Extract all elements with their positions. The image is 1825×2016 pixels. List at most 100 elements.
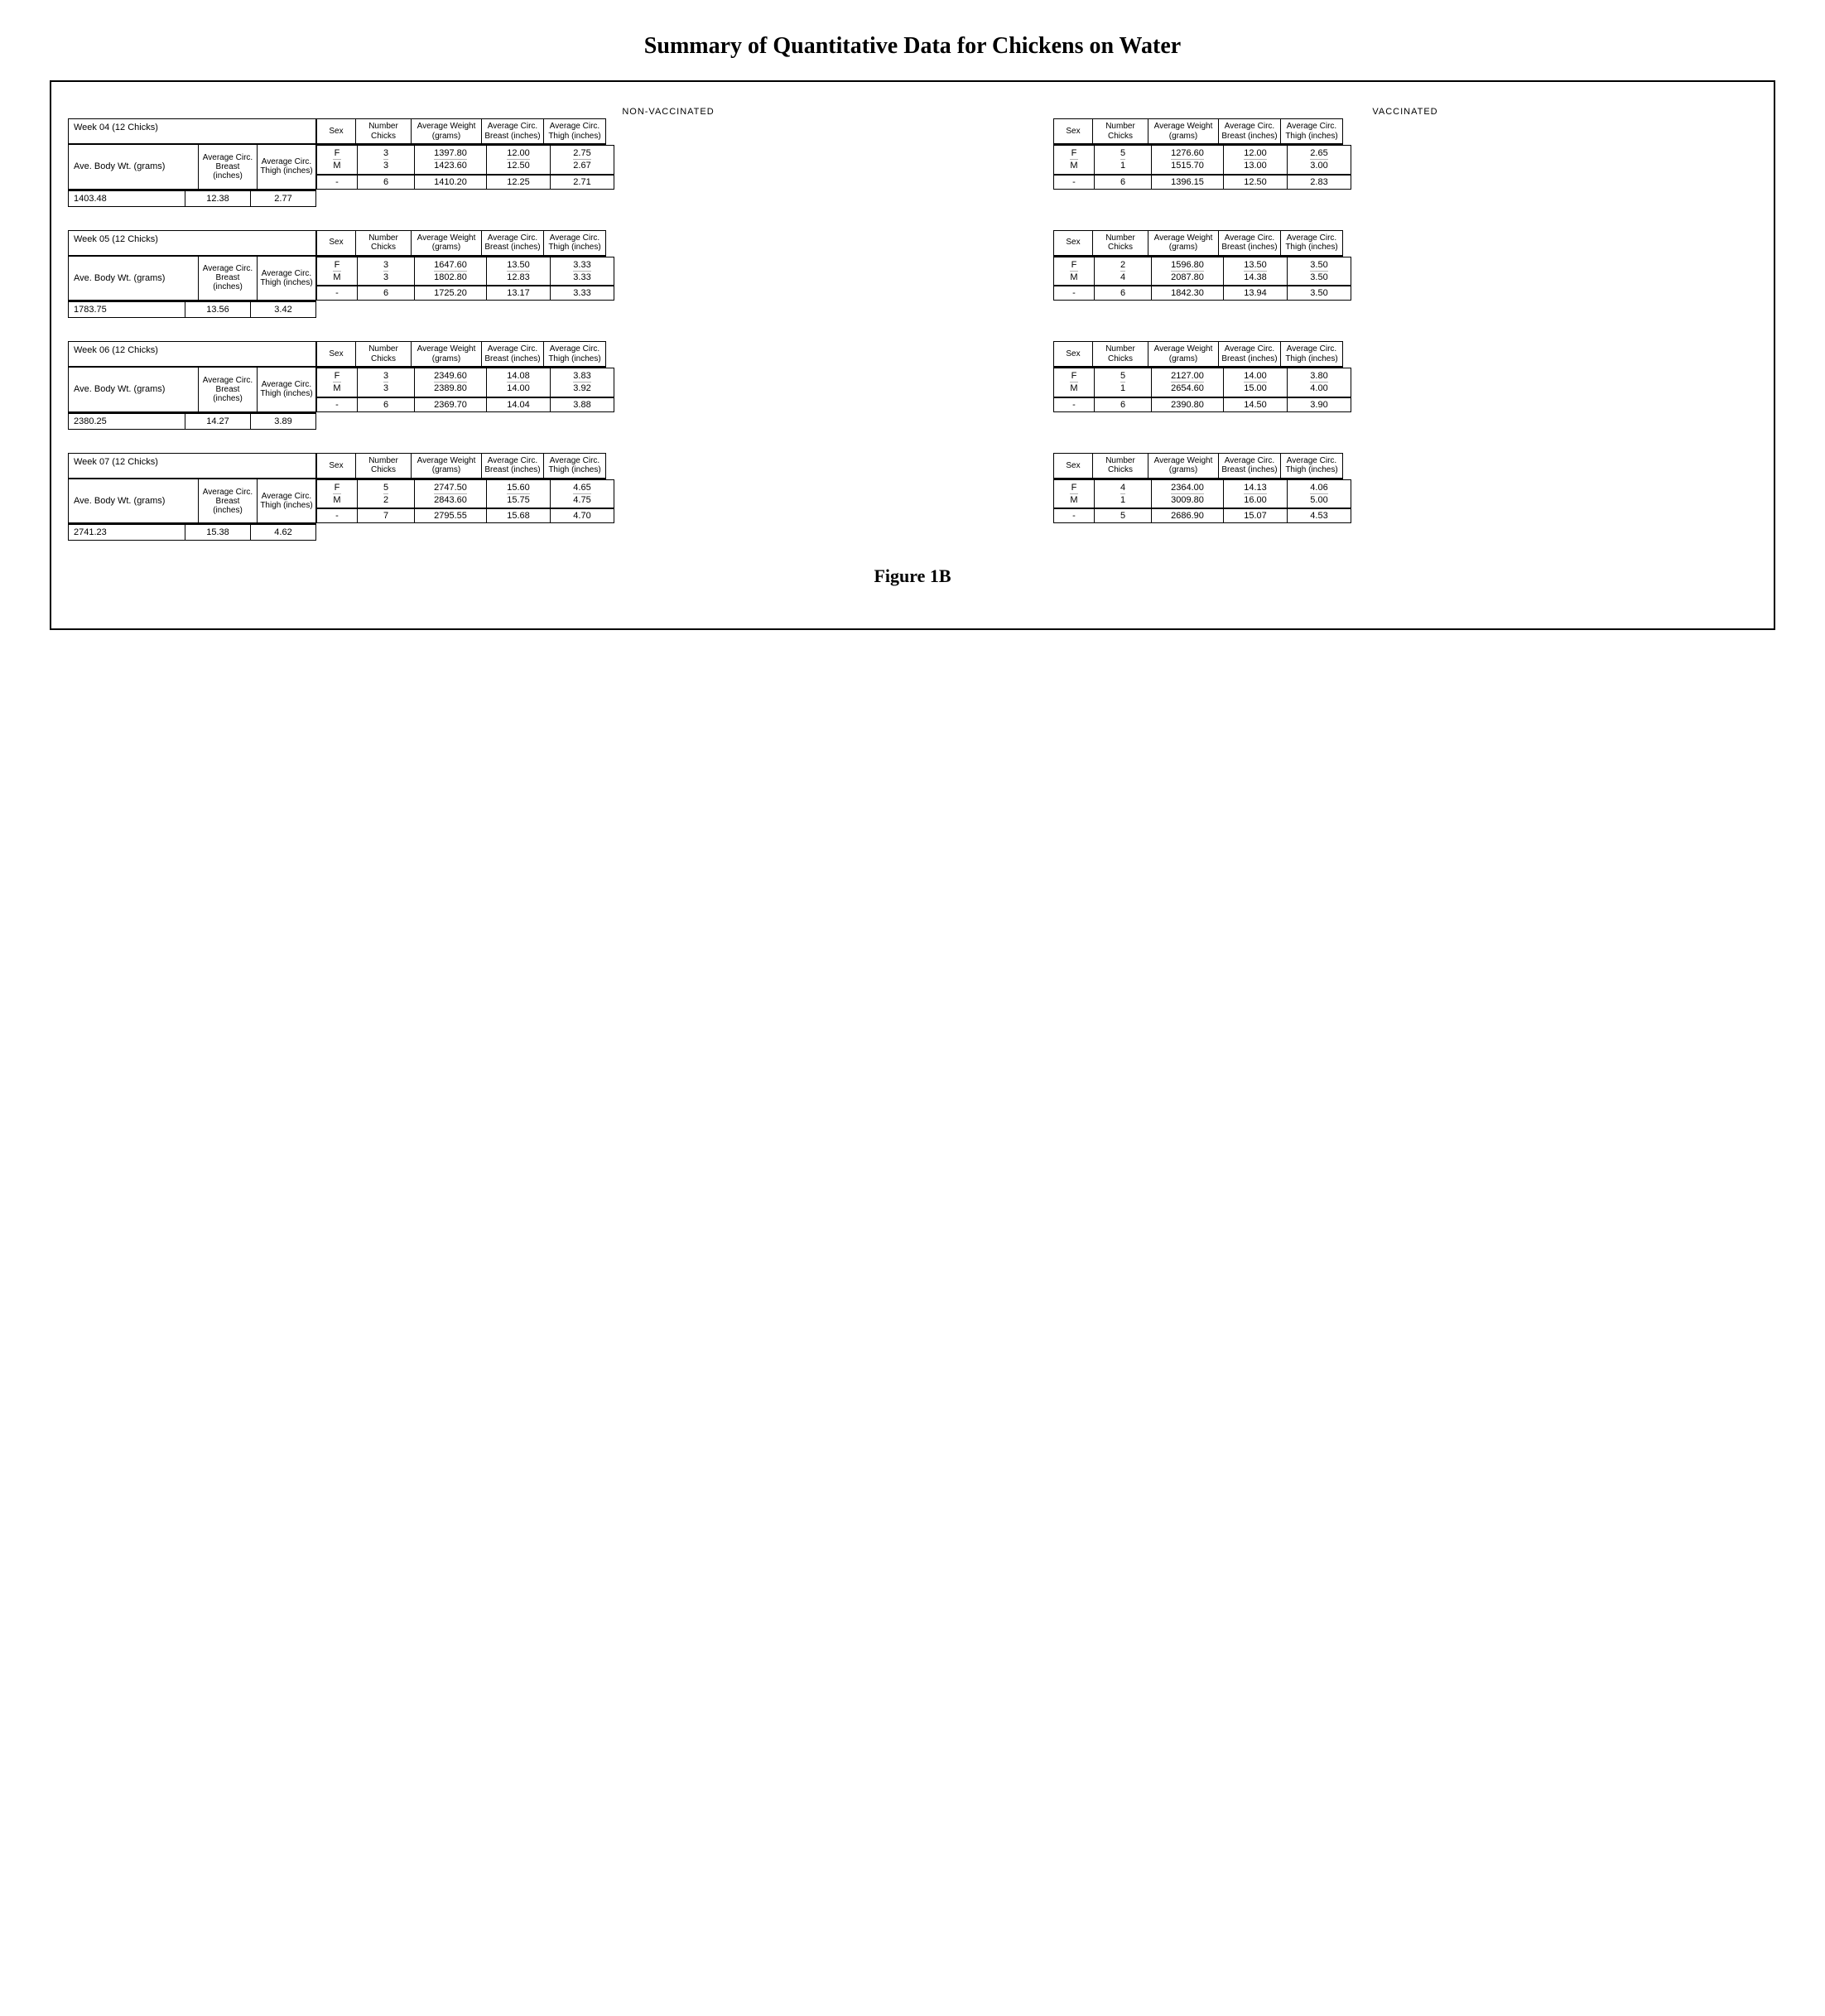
col-wt: Average Weight (grams) bbox=[1148, 341, 1219, 368]
cell-num-all: 6 bbox=[1095, 175, 1152, 190]
col-breast: Average Circ. Breast (inches) bbox=[1219, 341, 1281, 368]
cell-sex-all: - bbox=[1053, 508, 1095, 523]
col-sex: Sex bbox=[1053, 118, 1093, 145]
col-num: Number Chicks bbox=[1093, 230, 1148, 257]
cell-wt: 1397.801423.60 bbox=[415, 145, 487, 175]
left-body-label: Ave. Body Wt. (grams) bbox=[68, 257, 198, 301]
col-num: Number Chicks bbox=[356, 230, 412, 257]
col-breast: Average Circ. Breast (inches) bbox=[1219, 118, 1281, 145]
cell-num: 33 bbox=[358, 145, 415, 175]
col-thigh: Average Circ. Thigh (inches) bbox=[544, 230, 606, 257]
cell-sex-all: - bbox=[1053, 286, 1095, 301]
col-breast: Average Circ. Breast (inches) bbox=[482, 230, 544, 257]
col-breast: Average Circ. Breast (inches) bbox=[1219, 453, 1281, 479]
cell-breast-all: 15.68 bbox=[487, 508, 551, 523]
cell-breast: 14.1316.00 bbox=[1224, 479, 1288, 509]
col-wt: Average Weight (grams) bbox=[412, 118, 482, 145]
col-wt: Average Weight (grams) bbox=[412, 453, 482, 479]
summary-wt: 1403.48 bbox=[68, 190, 185, 207]
summary-breast: 15.38 bbox=[185, 523, 250, 541]
cell-num: 41 bbox=[1095, 479, 1152, 509]
left-body-label: Ave. Body Wt. (grams) bbox=[68, 368, 198, 412]
col-breast: Average Circ. Breast (inches) bbox=[482, 118, 544, 145]
cell-thigh-all: 2.71 bbox=[551, 175, 614, 190]
col-num: Number Chicks bbox=[356, 453, 412, 479]
cell-wt-all: 2390.80 bbox=[1152, 397, 1224, 412]
col-wt: Average Weight (grams) bbox=[412, 230, 482, 257]
col-breast: Average Circ. Breast (inches) bbox=[482, 453, 544, 479]
week-block: Week 07 (12 Chicks) Sex Number Chicks Av… bbox=[68, 453, 1757, 541]
left-breast-hdr: Average Circ. Breast (inches) bbox=[198, 257, 257, 301]
cell-num-all: 5 bbox=[1095, 508, 1152, 523]
cell-breast-all: 14.50 bbox=[1224, 397, 1288, 412]
col-sex: Sex bbox=[316, 453, 356, 479]
group-header-row: NON-VACCINATED VACCINATED bbox=[68, 107, 1757, 117]
cell-sex: FM bbox=[1053, 257, 1095, 286]
cell-wt-all: 1396.15 bbox=[1152, 175, 1224, 190]
cell-wt: 2364.003009.80 bbox=[1152, 479, 1224, 509]
col-thigh: Average Circ. Thigh (inches) bbox=[544, 341, 606, 368]
cell-num-all: 7 bbox=[358, 508, 415, 523]
cell-thigh: 4.654.75 bbox=[551, 479, 614, 509]
summary-thigh: 3.89 bbox=[250, 412, 316, 430]
col-sex: Sex bbox=[1053, 230, 1093, 257]
cell-wt: 2127.002654.60 bbox=[1152, 368, 1224, 397]
col-sex: Sex bbox=[1053, 453, 1093, 479]
col-thigh: Average Circ. Thigh (inches) bbox=[1281, 453, 1343, 479]
cell-thigh-all: 2.83 bbox=[1288, 175, 1351, 190]
week-block: Week 06 (12 Chicks) Sex Number Chicks Av… bbox=[68, 341, 1757, 430]
left-breast-hdr: Average Circ. Breast (inches) bbox=[198, 145, 257, 190]
cell-thigh-all: 3.88 bbox=[551, 397, 614, 412]
col-thigh: Average Circ. Thigh (inches) bbox=[544, 118, 606, 145]
week-label: Week 06 (12 Chicks) bbox=[68, 341, 316, 368]
col-num: Number Chicks bbox=[1093, 341, 1148, 368]
col-num: Number Chicks bbox=[356, 341, 412, 368]
cell-sex-all: - bbox=[316, 175, 358, 190]
col-sex: Sex bbox=[316, 341, 356, 368]
group-nonvacc-label: NON-VACCINATED bbox=[316, 107, 1020, 117]
cell-num: 52 bbox=[358, 479, 415, 509]
cell-breast: 12.0013.00 bbox=[1224, 145, 1288, 175]
summary-breast: 13.56 bbox=[185, 301, 250, 318]
cell-breast: 14.0814.00 bbox=[487, 368, 551, 397]
summary-breast: 12.38 bbox=[185, 190, 250, 207]
week-block: Week 04 (12 Chicks) Sex Number Chicks Av… bbox=[68, 118, 1757, 207]
week-label: Week 07 (12 Chicks) bbox=[68, 453, 316, 479]
cell-wt-all: 2369.70 bbox=[415, 397, 487, 412]
summary-wt: 2380.25 bbox=[68, 412, 185, 430]
cell-breast-all: 13.94 bbox=[1224, 286, 1288, 301]
cell-sex: FM bbox=[316, 145, 358, 175]
summary-thigh: 4.62 bbox=[250, 523, 316, 541]
cell-num: 51 bbox=[1095, 145, 1152, 175]
page-title: Summary of Quantitative Data for Chicken… bbox=[50, 33, 1775, 60]
col-sex: Sex bbox=[1053, 341, 1093, 368]
left-body-label: Ave. Body Wt. (grams) bbox=[68, 479, 198, 524]
cell-breast: 13.5012.83 bbox=[487, 257, 551, 286]
left-breast-hdr: Average Circ. Breast (inches) bbox=[198, 368, 257, 412]
cell-num: 33 bbox=[358, 368, 415, 397]
col-thigh: Average Circ. Thigh (inches) bbox=[1281, 230, 1343, 257]
cell-num-all: 6 bbox=[358, 286, 415, 301]
col-num: Number Chicks bbox=[1093, 118, 1148, 145]
cell-wt: 2747.502843.60 bbox=[415, 479, 487, 509]
cell-wt-all: 1842.30 bbox=[1152, 286, 1224, 301]
col-wt: Average Weight (grams) bbox=[1148, 453, 1219, 479]
cell-num-all: 6 bbox=[358, 397, 415, 412]
cell-breast: 14.0015.00 bbox=[1224, 368, 1288, 397]
col-breast: Average Circ. Breast (inches) bbox=[482, 341, 544, 368]
left-thigh-hdr: Average Circ. Thigh (inches) bbox=[257, 257, 316, 301]
cell-wt: 1276.601515.70 bbox=[1152, 145, 1224, 175]
cell-num: 51 bbox=[1095, 368, 1152, 397]
summary-thigh: 3.42 bbox=[250, 301, 316, 318]
week-label: Week 04 (12 Chicks) bbox=[68, 118, 316, 145]
summary-wt: 1783.75 bbox=[68, 301, 185, 318]
cell-sex-all: - bbox=[1053, 175, 1095, 190]
figure-frame: NON-VACCINATED VACCINATED Week 04 (12 Ch… bbox=[50, 80, 1775, 630]
cell-breast-all: 14.04 bbox=[487, 397, 551, 412]
cell-sex-all: - bbox=[316, 397, 358, 412]
cell-thigh: 3.804.00 bbox=[1288, 368, 1351, 397]
left-breast-hdr: Average Circ. Breast (inches) bbox=[198, 479, 257, 524]
cell-wt-all: 2795.55 bbox=[415, 508, 487, 523]
cell-breast: 12.0012.50 bbox=[487, 145, 551, 175]
left-body-label: Ave. Body Wt. (grams) bbox=[68, 145, 198, 190]
